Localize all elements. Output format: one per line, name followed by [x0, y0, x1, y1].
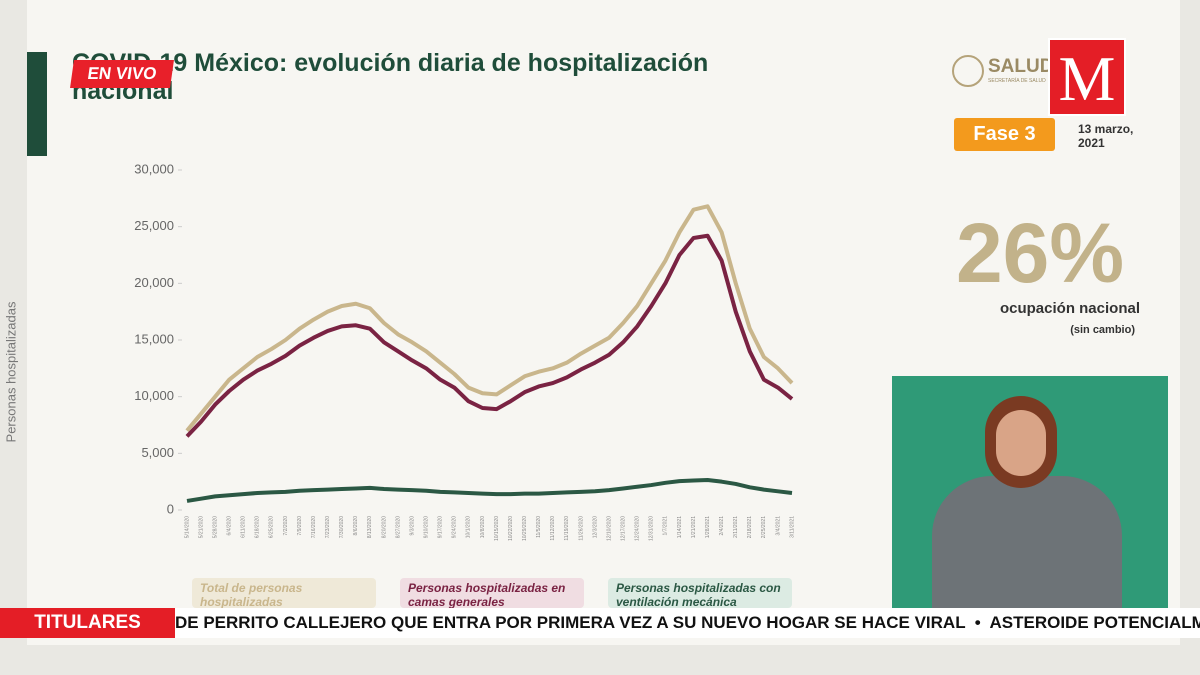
- logo-sub: SECRETARÍA DE SALUD: [988, 78, 1046, 84]
- y-tick-label: 5,000: [141, 445, 174, 460]
- chart-title: COVID-19 México: evolución diaria de hos…: [72, 49, 708, 77]
- x-tick-label: 9/10/2020: [424, 516, 430, 538]
- x-tick-label: 10/22/2020: [508, 516, 514, 541]
- x-tick-label: 12/17/2020: [620, 516, 626, 541]
- interpreter-video: [892, 376, 1168, 608]
- x-tick-label: 10/29/2020: [522, 516, 528, 541]
- x-tick-label: 7/2/2020: [283, 516, 289, 536]
- x-tick-label: 1/14/2021: [677, 516, 683, 538]
- x-tick-label: 10/15/2020: [494, 516, 500, 541]
- occupancy-note: (sin cambio): [1070, 324, 1135, 336]
- y-tick-label: 20,000: [134, 275, 174, 290]
- x-tick-label: 6/4/2020: [227, 516, 233, 536]
- channel-logo: M: [1048, 38, 1126, 116]
- y-tick-label: 25,000: [134, 218, 174, 233]
- x-tick-label: 3/4/2021: [775, 516, 781, 536]
- x-tick-label: 11/19/2020: [564, 516, 570, 541]
- date: 13 marzo, 2021: [1078, 122, 1134, 150]
- y-axis-label: Personas hospitalizadas: [3, 301, 18, 442]
- x-tick-label: 2/11/2021: [733, 516, 739, 538]
- y-tick-label: 10,000: [134, 388, 174, 403]
- x-tick-label: 12/24/2020: [635, 516, 641, 541]
- x-tick-label: 8/13/2020: [367, 516, 373, 538]
- y-tick-label: 15,000: [134, 331, 174, 346]
- series-line: [185, 204, 794, 432]
- series-line: [186, 477, 793, 503]
- x-tick-label: 5/28/2020: [212, 516, 218, 538]
- series-line: [185, 233, 794, 438]
- x-tick-label: 7/23/2020: [325, 516, 331, 538]
- x-tick-label: 3/11/2021: [789, 516, 795, 538]
- x-tick-label: 1/21/2021: [691, 516, 697, 538]
- x-tick-label: 2/4/2021: [719, 516, 725, 536]
- x-tick-label: 6/25/2020: [269, 516, 275, 538]
- x-tick-label: 10/1/2020: [466, 516, 472, 538]
- x-tick-label: 5/21/2020: [198, 516, 204, 538]
- x-tick-label: 12/3/2020: [592, 516, 598, 538]
- legend-entry: Total de personas hospitalizadas: [192, 578, 376, 608]
- seal: [952, 55, 984, 87]
- x-tick-label: 6/11/2020: [241, 516, 247, 538]
- x-tick-label: 2/25/2021: [761, 516, 767, 538]
- x-tick-label: 8/6/2020: [353, 516, 359, 536]
- logo: SALUD: [988, 56, 1054, 77]
- x-tick-label: 6/18/2020: [255, 516, 261, 538]
- x-tick-label: 8/27/2020: [395, 516, 401, 538]
- person-face: [996, 410, 1046, 476]
- phase-badge: Fase 3: [954, 118, 1055, 151]
- occupancy-label: ocupación nacional: [999, 300, 1140, 317]
- ticker-label: TITULARES: [0, 608, 175, 638]
- x-tick-label: 5/14/2020: [184, 516, 190, 538]
- ticker: TITULARES DE PERRITO CALLEJERO QUE ENTRA…: [0, 608, 1200, 638]
- person-body: [932, 476, 1122, 608]
- x-tick-label: 11/5/2020: [536, 516, 542, 538]
- y-tick-label: 30,000: [134, 161, 174, 176]
- accent-bar: [27, 52, 47, 156]
- x-tick-label: 9/3/2020: [409, 516, 415, 536]
- live-badge: EN VIVO: [70, 60, 174, 88]
- x-tick-label: 1/28/2021: [705, 516, 711, 538]
- ticker-text: DE PERRITO CALLEJERO QUE ENTRA POR PRIME…: [175, 613, 1200, 632]
- x-tick-label: 7/9/2020: [297, 516, 303, 536]
- x-tick-label: 2/18/2021: [747, 516, 753, 538]
- x-tick-label: 8/20/2020: [381, 516, 387, 538]
- legend-entry: Personas hospitalizadas con ventilación …: [608, 578, 792, 608]
- x-tick-label: 10/8/2020: [480, 516, 486, 538]
- occupancy-value: 26%: [955, 206, 1125, 300]
- y-tick-label: 0: [167, 501, 174, 516]
- x-tick-label: 9/24/2020: [452, 516, 458, 538]
- x-tick-label: 7/30/2020: [339, 516, 345, 538]
- x-tick-label: 1/7/2021: [663, 516, 669, 536]
- x-tick-label: 7/16/2020: [311, 516, 317, 538]
- x-tick-label: 11/12/2020: [550, 516, 556, 541]
- x-tick-label: 12/31/2020: [649, 516, 655, 541]
- legend-entry: Personas hospitalizadas en camas general…: [400, 578, 584, 608]
- x-tick-label: 9/17/2020: [438, 516, 444, 538]
- x-tick-label: 12/10/2020: [606, 516, 612, 541]
- x-tick-label: 11/26/2020: [578, 516, 584, 541]
